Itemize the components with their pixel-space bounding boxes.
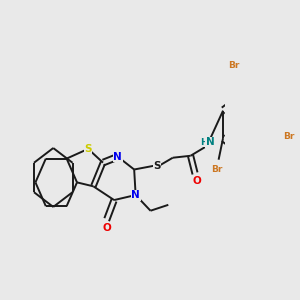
Text: O: O: [102, 223, 111, 232]
Text: O: O: [192, 176, 201, 186]
Text: S: S: [84, 144, 92, 154]
Text: N: N: [206, 137, 214, 147]
Text: H: H: [200, 137, 208, 146]
Text: Br: Br: [212, 165, 223, 174]
Text: N: N: [113, 152, 122, 162]
Text: S: S: [153, 160, 161, 171]
Text: Br: Br: [228, 61, 239, 70]
Text: N: N: [131, 190, 140, 200]
Text: Br: Br: [283, 132, 294, 141]
